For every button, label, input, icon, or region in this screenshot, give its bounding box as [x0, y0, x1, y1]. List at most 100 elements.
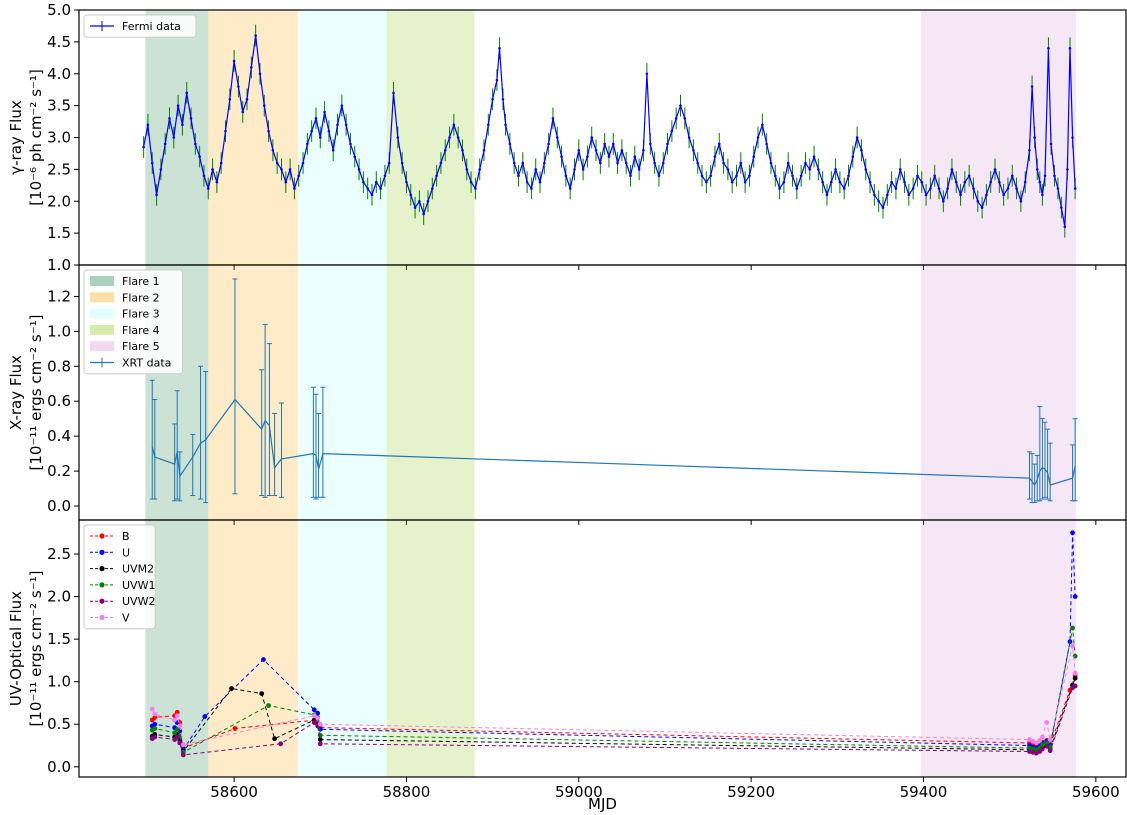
y-tick-label: 1.0 [47, 322, 71, 340]
data-point [1028, 148, 1031, 152]
data-point [907, 193, 911, 197]
legend-swatch [99, 549, 105, 555]
data-point [198, 155, 201, 158]
data-point [426, 199, 430, 203]
data-point [989, 180, 993, 184]
legend-swatch [99, 533, 105, 539]
data-point [761, 123, 764, 127]
legend-swatch [90, 292, 114, 303]
data-point [980, 206, 984, 209]
data-point [590, 136, 594, 139]
data-point [435, 174, 438, 178]
y-tick-label: 0.5 [47, 715, 71, 733]
data-point [1023, 180, 1027, 184]
data-point [331, 148, 335, 152]
data-point [633, 155, 637, 158]
data-point [637, 168, 641, 171]
legend-label: Flare 4 [122, 324, 160, 337]
data-point [564, 174, 568, 178]
flare-band-2 [208, 520, 298, 777]
y-tick-label: 0.8 [47, 357, 71, 375]
data-point [959, 193, 962, 197]
data-point [670, 129, 674, 133]
data-point [1072, 675, 1078, 681]
data-point [387, 161, 391, 165]
data-point [1037, 738, 1043, 743]
data-point [461, 148, 464, 152]
data-point [795, 187, 799, 190]
series-fermi-data [142, 24, 1077, 238]
data-point [224, 129, 227, 133]
data-point [769, 161, 773, 165]
data-point [237, 85, 240, 88]
data-point [985, 193, 988, 197]
data-point [501, 97, 505, 101]
data-point [185, 91, 189, 95]
data-point [594, 148, 598, 152]
data-point [735, 174, 738, 178]
data-point [508, 142, 512, 146]
data-point [228, 97, 232, 101]
y-axis-label: γ-ray Flux [7, 100, 25, 175]
data-point [174, 726, 180, 732]
series-uvw2 [149, 683, 1078, 758]
data-point [679, 104, 682, 107]
data-point [327, 129, 331, 133]
data-point [1002, 193, 1005, 197]
y-axis-units: [10⁻¹¹ ergs cm⁻² s⁻¹] [27, 570, 45, 726]
y-axis-units: [10⁻⁶ ph cm⁻² s⁻¹] [27, 69, 45, 206]
x-tick-label: 58600 [210, 783, 258, 801]
data-point [176, 104, 180, 107]
legend-swatch [99, 582, 105, 588]
data-point [491, 97, 494, 101]
panel-gamma: 1.0 1.5 2.0 2.5 3.0 3.5 4.0 4.5 5.0 γ-ray Flux [10… [7, 1, 1127, 274]
x-tick-label: 58800 [383, 783, 431, 801]
data-point [370, 193, 374, 197]
legend-label: Fermi data [122, 20, 181, 33]
data-point [311, 707, 317, 713]
data-point [1056, 187, 1060, 190]
data-point [232, 59, 236, 63]
data-point [396, 136, 400, 139]
y-tick-label: 4.5 [47, 33, 71, 51]
data-point [482, 148, 486, 152]
data-point [534, 168, 538, 171]
data-point [344, 123, 348, 127]
data-point [1070, 625, 1075, 631]
data-point [229, 686, 234, 691]
data-point [317, 737, 323, 742]
data-point [521, 161, 525, 165]
legend-label: UVW2 [122, 595, 155, 608]
data-point [739, 161, 743, 165]
data-point [1010, 174, 1014, 178]
legend-box [83, 14, 197, 38]
series-v [149, 643, 1078, 748]
flare-band-4 [386, 265, 475, 520]
data-point [174, 734, 180, 740]
data-point [443, 148, 447, 152]
data-point [301, 161, 305, 165]
data-point [898, 168, 902, 171]
y-tick-label: 1.5 [47, 224, 71, 242]
data-point [722, 161, 725, 165]
data-point [152, 711, 158, 717]
data-point [547, 142, 550, 146]
flare-band-5 [920, 265, 1077, 520]
data-point [700, 174, 704, 178]
data-point [864, 168, 868, 171]
data-point [379, 187, 382, 190]
data-point [687, 136, 691, 139]
data-point [620, 148, 624, 152]
data-point [278, 741, 284, 747]
data-point [817, 168, 820, 171]
legend: BU UVM2 UVW1 UVW2 V [83, 524, 156, 630]
data-point [159, 168, 163, 171]
data-point [152, 721, 158, 727]
data-point [317, 721, 323, 727]
flare-band-4 [386, 10, 475, 265]
data-point [293, 187, 296, 190]
legend: Flare 1 Flare 2 Flare 3 Flare 4 Flare 5 XRT d… [83, 269, 183, 375]
flare-band-1 [145, 10, 209, 265]
data-point [903, 180, 906, 184]
